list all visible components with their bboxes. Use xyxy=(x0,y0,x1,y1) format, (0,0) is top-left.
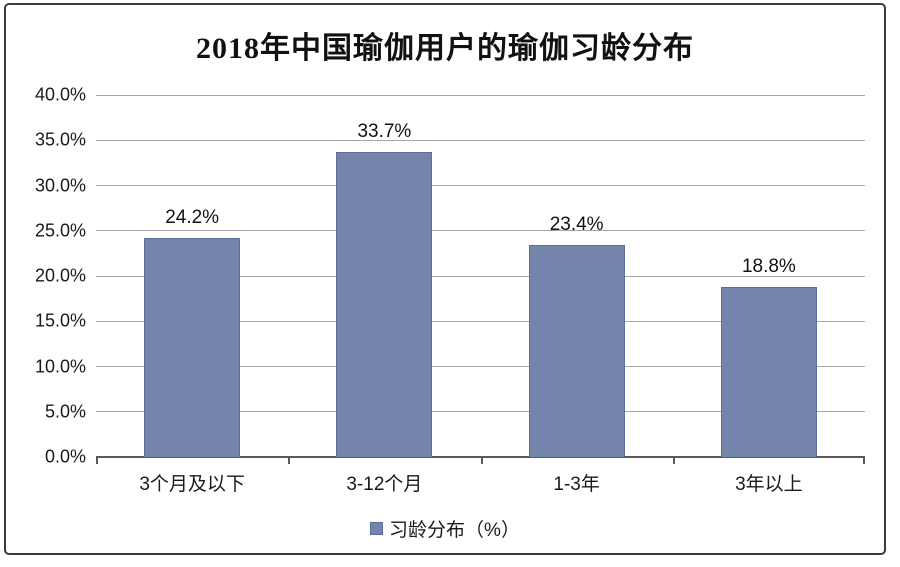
axis-tick xyxy=(863,457,865,464)
bar-value-label: 18.8% xyxy=(741,255,796,277)
y-tick-label: 5.0% xyxy=(44,401,86,422)
chart-frame: 2018年中国瑜伽用户的瑜伽习龄分布 0.0% 5.0% 10.0% 15.0% 20.… xyxy=(4,3,886,555)
plot-area: 0.0% 5.0% 10.0% 15.0% 20.0% 25.0% 30.0% 35.0% 40… xyxy=(35,85,865,495)
x-tick-label: 3个月及以下 xyxy=(139,474,245,495)
grid-line xyxy=(96,185,865,186)
axis-tick xyxy=(288,457,291,464)
bar-slot: 18.8% 3年以上 xyxy=(673,95,865,495)
axis-tick xyxy=(672,457,675,464)
x-tick-label: 1-3年 xyxy=(553,474,600,495)
bar-slot: 24.2% 3个月及以下 xyxy=(96,95,288,495)
grid-line xyxy=(96,94,865,96)
grid-line xyxy=(96,366,865,367)
bar xyxy=(336,152,433,457)
grid-line xyxy=(96,411,865,413)
legend-label: 习龄分布（%） xyxy=(389,520,520,541)
grid-line xyxy=(96,275,865,277)
grid-line xyxy=(96,230,865,232)
y-tick-label: 25.0% xyxy=(34,220,86,241)
legend: 习龄分布（%） xyxy=(6,515,884,542)
bar-value-label: 24.2% xyxy=(165,207,220,228)
y-tick-label: 30.0% xyxy=(34,175,86,195)
chart-title: 2018年中国瑜伽用户的瑜伽习龄分布 xyxy=(196,32,694,65)
bar-value-label: 23.4% xyxy=(549,214,604,236)
bar-value-label: 33.7% xyxy=(357,121,412,143)
bar-slot: 23.4% 1-3年 xyxy=(481,95,673,495)
axis-tick xyxy=(96,457,98,464)
x-tick-label: 3年以上 xyxy=(735,474,803,495)
y-tick-label: 35.0% xyxy=(34,129,86,150)
bar-slot: 33.7% 3-12个月 xyxy=(288,95,480,495)
bar xyxy=(720,286,817,457)
grid-line xyxy=(96,139,865,141)
bar xyxy=(144,238,241,457)
y-tick-label: 0.0% xyxy=(44,446,86,467)
x-tick-label: 3-12个月 xyxy=(346,474,423,495)
grid-line xyxy=(96,320,865,322)
y-tick-label: 20.0% xyxy=(34,265,86,286)
y-tick-label: 10.0% xyxy=(34,356,86,376)
axis-tick xyxy=(480,457,483,464)
bar xyxy=(528,245,625,457)
y-tick-label: 15.0% xyxy=(34,310,86,331)
legend-swatch xyxy=(370,522,384,535)
y-tick-label: 40.0% xyxy=(34,84,86,105)
